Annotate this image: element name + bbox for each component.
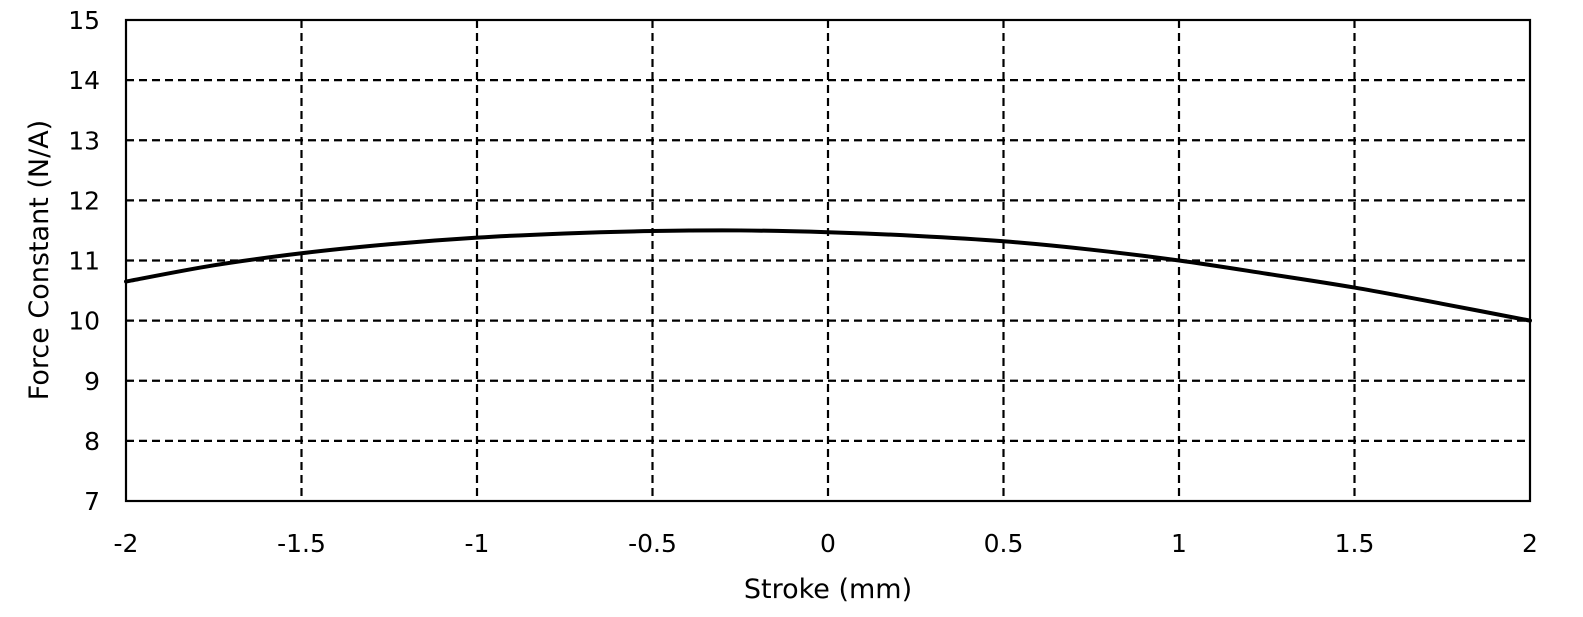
y-tick-label: 8 — [84, 427, 100, 456]
y-tick-label: 12 — [68, 186, 100, 215]
x-tick-label: 0.5 — [984, 529, 1024, 558]
y-tick-label: 11 — [68, 247, 100, 276]
y-tick-label: 13 — [68, 126, 100, 155]
x-tick-label: -1 — [465, 529, 490, 558]
x-tick-label: 1 — [1171, 529, 1187, 558]
series-layer — [124, 228, 1532, 323]
y-tick-label: 15 — [68, 6, 100, 35]
y-axis-label: Force Constant (N/A) — [24, 120, 55, 400]
y-tick-label: 10 — [68, 307, 100, 336]
x-tick-labels: -2 -1.5 -1 -0.5 0 0.5 1 1.5 2 — [114, 529, 1538, 558]
x-tick-label: -1.5 — [277, 529, 326, 558]
y-tick-label: 14 — [68, 66, 100, 95]
x-tick-label: 2 — [1522, 529, 1538, 558]
x-tick-label: 0 — [820, 529, 836, 558]
x-tick-label: 1.5 — [1335, 529, 1375, 558]
plot-frame — [124, 18, 1532, 503]
force-constant-curve — [124, 228, 1532, 323]
x-tick-label: -2 — [114, 529, 139, 558]
x-tick-label: -0.5 — [628, 529, 677, 558]
y-tick-label: 9 — [84, 367, 100, 396]
grid-lines — [126, 20, 1530, 501]
x-axis-label: Stroke (mm) — [744, 574, 912, 605]
y-tick-labels: 7 8 9 10 11 12 13 14 15 — [68, 6, 100, 516]
y-tick-label: 7 — [84, 487, 100, 516]
